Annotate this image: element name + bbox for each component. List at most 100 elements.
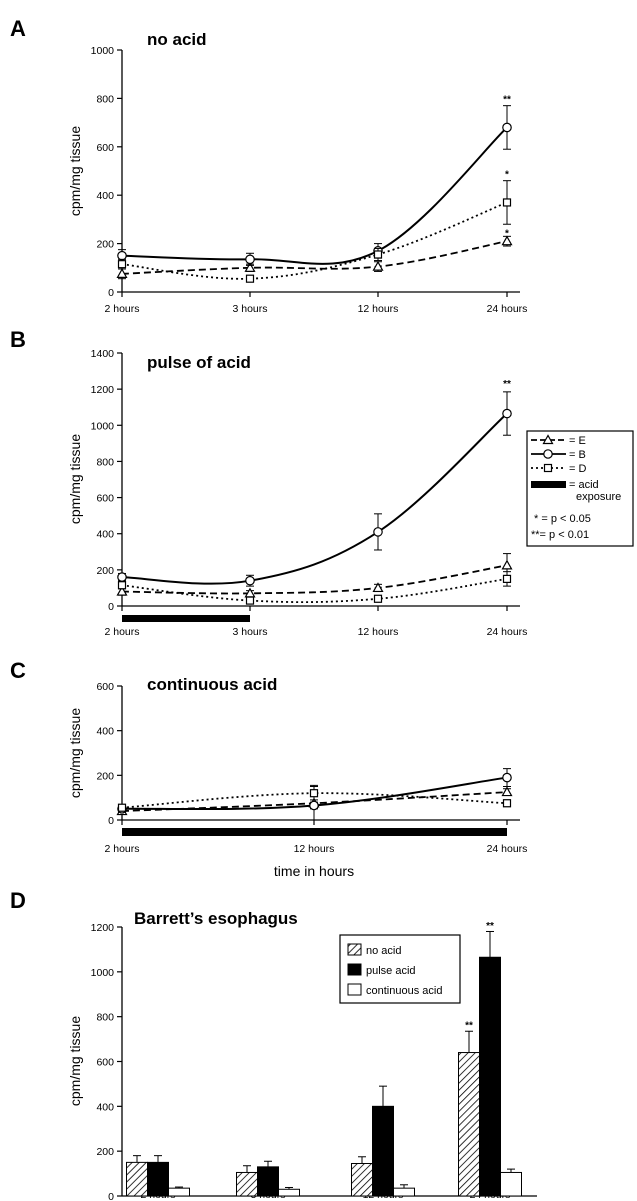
y-tick-label: 200	[96, 770, 114, 782]
y-tick-label: 1400	[91, 348, 115, 360]
y-tick-label: 800	[96, 456, 114, 468]
legend-label: pulse acid	[366, 965, 416, 977]
x-tick-label: 2 hours	[104, 303, 139, 315]
y-tick-label: 200	[96, 565, 114, 577]
series-e	[116, 553, 513, 598]
data-point-d	[117, 581, 127, 590]
series-b	[117, 391, 512, 587]
y-tick-label: 200	[96, 1146, 114, 1158]
data-point-d	[245, 596, 255, 605]
x-tick-label: 3 hours	[232, 303, 267, 315]
significance-marker: **	[503, 379, 511, 390]
series-line-b	[121, 412, 508, 585]
data-point-b	[245, 254, 255, 265]
y-tick-label: 800	[96, 1012, 114, 1024]
y-tick-label: 600	[96, 142, 114, 154]
series-e	[116, 235, 513, 280]
significance-marker: **	[503, 94, 511, 105]
y-axis-label: cpm/mg tissue	[67, 434, 83, 524]
x-tick-label: 12 hours	[358, 303, 399, 315]
bar-no-acid	[236, 1171, 258, 1197]
bar-pulse-acid	[372, 1105, 394, 1197]
data-point-e	[116, 585, 128, 596]
significance-marker: *	[505, 169, 509, 180]
legend-label: = acid	[569, 479, 599, 491]
data-point-b	[373, 527, 383, 537]
data-point-e	[501, 559, 513, 570]
panel-label: B	[10, 327, 26, 352]
data-point-d	[117, 803, 127, 812]
legend-box	[526, 430, 634, 547]
significance-marker: **	[486, 921, 494, 932]
data-point-b	[502, 408, 512, 419]
legend-triangle-icon	[542, 434, 554, 445]
y-axis-label: cpm/mg tissue	[67, 708, 83, 798]
legend-circle-icon	[543, 449, 553, 459]
legend-label: = B	[569, 449, 586, 461]
x-tick-label: 2 hours	[104, 626, 139, 638]
data-point-b	[245, 575, 255, 586]
data-point-e	[372, 582, 384, 593]
series-line-e	[121, 564, 508, 595]
y-tick-label: 1200	[91, 384, 115, 396]
data-point-d	[502, 198, 512, 207]
x-tick-label: 24 hours	[487, 303, 528, 315]
y-axis-label: cpm/mg tissue	[67, 126, 83, 216]
x-tick-label: 24 hours	[487, 626, 528, 638]
acid-exposure-bar	[122, 615, 250, 622]
legend-swatch	[347, 963, 362, 976]
legend-label: = E	[569, 435, 586, 447]
data-point-d	[309, 789, 319, 798]
y-tick-label: 200	[96, 239, 114, 251]
legend-label: no acid	[366, 945, 401, 957]
bar-no-acid	[126, 1161, 148, 1197]
series-line-b	[121, 126, 508, 265]
legend-label: continuous acid	[366, 985, 442, 997]
data-point-b	[502, 122, 512, 133]
panel-title: pulse of acid	[147, 353, 251, 372]
data-point-d	[502, 574, 512, 583]
x-tick-label: 2 hours	[104, 843, 139, 855]
bar-continuous-acid	[168, 1187, 190, 1197]
panel-d: D Barrett’s esophagus cpm/mg tissue 0 200 400…	[10, 888, 537, 1201]
bar-pulse-acid	[257, 1166, 279, 1197]
acid-exposure-swatch	[531, 481, 566, 488]
data-point-d	[373, 250, 383, 259]
data-point-d	[373, 594, 383, 603]
significance-marker: **	[465, 1021, 473, 1032]
data-point-b	[117, 572, 127, 582]
panel-label: D	[10, 888, 26, 913]
y-tick-label: 600	[96, 493, 114, 505]
y-axis-label: cpm/mg tissue	[67, 1016, 83, 1106]
y-tick-label: 1200	[91, 922, 115, 934]
panel-title: no acid	[147, 30, 207, 49]
series-line-d	[121, 792, 508, 809]
bar-pulse-acid	[147, 1161, 169, 1197]
data-point-e	[116, 268, 128, 278]
legend-square-icon	[543, 463, 553, 473]
y-tick-label: 1000	[91, 967, 115, 979]
legend-label: exposure	[576, 491, 621, 503]
data-point-b	[117, 250, 127, 261]
panel-title: continuous acid	[147, 675, 277, 694]
data-point-d	[502, 799, 512, 808]
data-point-d	[245, 274, 255, 283]
data-point-e	[372, 260, 384, 271]
y-tick-label: 0	[108, 601, 114, 613]
bar-no-acid	[351, 1162, 373, 1197]
bar-legend: no acid pulse acid continuous acid	[339, 934, 461, 1004]
x-tick-label: 3 hours	[232, 626, 267, 638]
panel-title: Barrett’s esophagus	[134, 909, 298, 928]
y-tick-label: 600	[96, 1057, 114, 1069]
y-tick-label: 600	[96, 681, 114, 693]
x-tick-label: 24 hours	[487, 843, 528, 855]
y-tick-label: 0	[108, 1191, 114, 1201]
bar-continuous-acid	[393, 1187, 415, 1197]
y-tick-label: 400	[96, 726, 114, 738]
significance-marker: *	[505, 229, 509, 240]
bar-continuous-acid	[500, 1171, 522, 1197]
